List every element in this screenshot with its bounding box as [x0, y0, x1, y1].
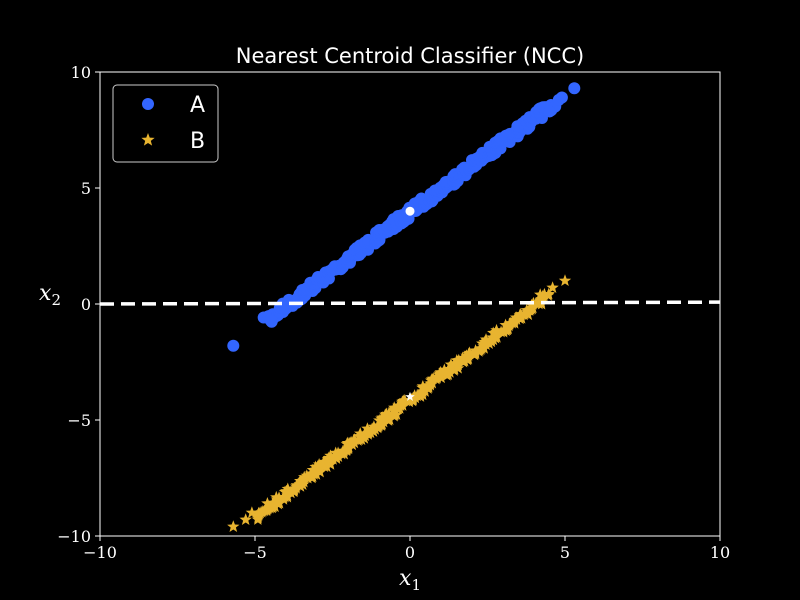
- y-tick-label: 0: [81, 295, 91, 314]
- series-b-point: [227, 520, 240, 532]
- series-a-point: [227, 339, 240, 352]
- x-tick-label: 0: [405, 543, 415, 562]
- plot-area: [99, 82, 721, 532]
- series-b-point: [438, 363, 451, 376]
- series-b-point: [239, 513, 252, 526]
- series-b-point: [398, 393, 412, 406]
- series-b-point: [448, 362, 461, 375]
- x-tick-label: 5: [560, 543, 570, 562]
- y-axis-label: x2: [39, 281, 61, 309]
- x-axis-label-sub: 1: [411, 576, 421, 594]
- series-a-point: [555, 91, 568, 104]
- series-b-point: [281, 482, 294, 495]
- series-b-point: [310, 467, 323, 480]
- decision-boundary-line: [99, 300, 721, 306]
- series-b-point: [490, 331, 504, 343]
- series-b-point: [443, 362, 457, 375]
- centroid-a: [405, 206, 415, 216]
- series-b-point: [444, 358, 458, 370]
- y-axis-ticks: −10 −5 0 5 10: [57, 63, 100, 546]
- series-b-point: [312, 457, 326, 470]
- series-b-point: [245, 506, 259, 519]
- series-b-point: [542, 287, 555, 300]
- legend-marker-b: [141, 133, 155, 146]
- legend-label-a: A: [190, 93, 205, 118]
- series-b-point: [479, 333, 493, 345]
- legend-label-b: B: [190, 129, 205, 154]
- x-tick-label: −10: [83, 543, 117, 562]
- series-b-point: [558, 274, 572, 287]
- series-b-point: [354, 427, 367, 439]
- centroid-b: [405, 391, 415, 401]
- series-b-point: [318, 455, 332, 468]
- y-tick-label: 5: [81, 179, 91, 198]
- series-b-point: [382, 407, 396, 420]
- series-b-point: [416, 379, 430, 392]
- series-a-point: [568, 82, 581, 95]
- series-b-point: [383, 413, 396, 426]
- series-b-point: [324, 449, 337, 462]
- x-axis-ticks: −10 −5 0 5 10: [83, 536, 730, 562]
- series-a-point: [543, 105, 556, 118]
- series-b-point: [313, 465, 327, 478]
- y-tick-label: 10: [71, 63, 91, 82]
- y-axis-label-sub: 2: [51, 291, 61, 309]
- series-b-point: [300, 469, 313, 482]
- x-tick-label: −5: [243, 543, 267, 562]
- series-b-point: [534, 288, 547, 300]
- chart-title: Nearest Centroid Classifier (NCC): [236, 44, 584, 68]
- series-b-point: [272, 491, 286, 504]
- series-b-point: [456, 351, 469, 364]
- legend-marker-a: [142, 98, 154, 110]
- x-axis-label-base: x: [399, 566, 412, 591]
- series-b-points: [227, 274, 572, 532]
- y-tick-label: −5: [67, 411, 91, 430]
- series-b-point: [452, 353, 465, 366]
- series-b-point: [261, 497, 274, 509]
- x-tick-label: 10: [710, 543, 730, 562]
- series-b-point: [546, 281, 559, 294]
- y-axis-label-base: x: [39, 281, 52, 306]
- series-b-point: [463, 346, 476, 359]
- series-b-point: [341, 436, 354, 449]
- series-b-point: [490, 323, 503, 336]
- series-b-point: [361, 422, 374, 435]
- centroids: [405, 206, 415, 401]
- x-axis-label: x1: [399, 566, 421, 594]
- series-b-point: [434, 365, 447, 378]
- series-a-point: [264, 314, 277, 327]
- legend: A B: [112, 84, 219, 163]
- y-tick-label: −10: [57, 527, 91, 546]
- legend-box: [112, 84, 219, 163]
- series-a-points: [227, 82, 581, 352]
